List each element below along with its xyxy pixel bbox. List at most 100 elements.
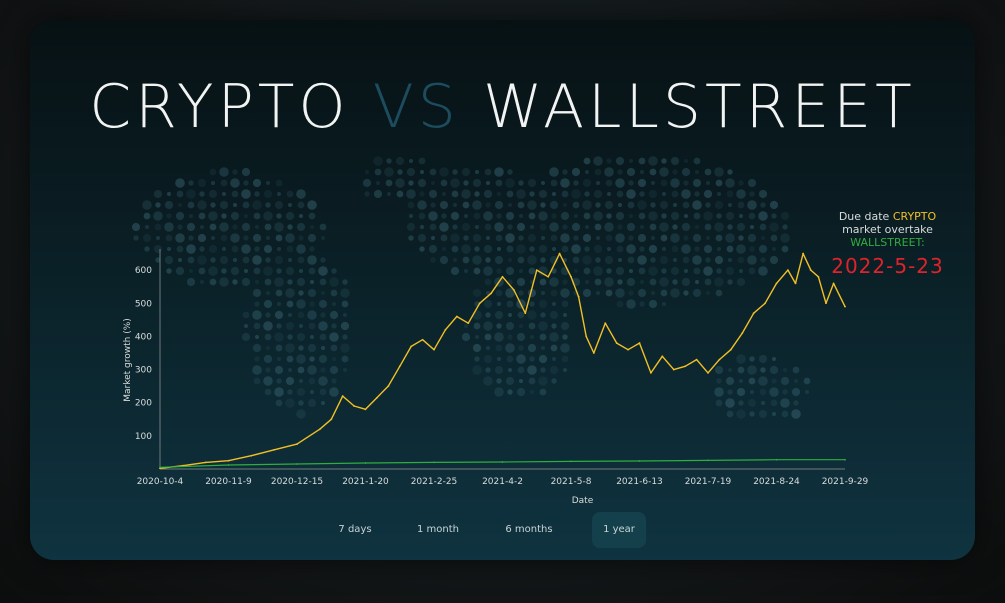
title-crypto: CRYPTO bbox=[89, 72, 350, 142]
map-dot bbox=[208, 211, 218, 221]
crypto-data-point bbox=[825, 302, 827, 305]
map-dot bbox=[364, 191, 370, 197]
crypto-data-point bbox=[787, 269, 789, 272]
due-date-box: Due date CRYPTO market overtake WALLSTRE… bbox=[800, 210, 975, 277]
map-dot bbox=[308, 377, 316, 385]
map-dot bbox=[607, 192, 611, 196]
map-dot bbox=[651, 181, 655, 185]
map-dot bbox=[472, 178, 482, 188]
map-dot bbox=[606, 213, 612, 219]
crypto-data-point bbox=[227, 459, 230, 462]
map-dot bbox=[318, 354, 328, 364]
x-tick-label: 2021-6-13 bbox=[616, 477, 663, 487]
map-dot bbox=[408, 180, 414, 186]
map-dot bbox=[419, 246, 425, 252]
map-dot bbox=[563, 313, 567, 317]
map-dot bbox=[659, 277, 669, 287]
map-dot bbox=[750, 390, 754, 394]
map-dot bbox=[244, 269, 248, 273]
map-dot bbox=[496, 268, 502, 274]
map-dot bbox=[748, 212, 756, 220]
map-dot bbox=[319, 333, 327, 341]
map-dot bbox=[637, 288, 647, 298]
wallstreet-data-point bbox=[844, 458, 846, 461]
map-dot bbox=[594, 223, 602, 231]
map-dot bbox=[274, 387, 284, 397]
map-dot bbox=[285, 343, 295, 353]
map-dot bbox=[417, 233, 427, 243]
map-dot bbox=[307, 288, 317, 298]
map-dot bbox=[714, 200, 724, 210]
crypto-data-point bbox=[844, 305, 846, 308]
range-1-year-button[interactable]: 1 year bbox=[592, 512, 646, 548]
map-dot bbox=[495, 234, 503, 242]
map-dot bbox=[519, 379, 523, 383]
map-dot bbox=[539, 278, 547, 286]
map-dot bbox=[772, 247, 776, 251]
crypto-data-point bbox=[387, 385, 390, 388]
map-dot bbox=[604, 255, 614, 265]
y-tick-label: 600 bbox=[135, 266, 152, 276]
x-tick-label: 2020-11-9 bbox=[205, 477, 252, 487]
map-dot bbox=[343, 368, 347, 372]
map-dot bbox=[307, 310, 317, 320]
map-dot bbox=[242, 256, 250, 264]
map-dot bbox=[637, 178, 647, 188]
map-dot bbox=[241, 167, 251, 177]
wallstreet-data-point bbox=[159, 466, 161, 469]
map-dot bbox=[648, 156, 658, 166]
map-dot bbox=[792, 366, 800, 374]
map-dot bbox=[395, 178, 405, 188]
map-dot bbox=[232, 224, 238, 230]
map-dot bbox=[494, 332, 504, 342]
map-dot bbox=[417, 178, 427, 188]
map-dot bbox=[738, 235, 744, 241]
map-dot bbox=[428, 244, 438, 254]
crypto-data-point bbox=[490, 292, 492, 295]
map-dot bbox=[474, 246, 480, 252]
map-dot bbox=[561, 355, 569, 363]
map-dot bbox=[232, 169, 238, 175]
range-7-days-button[interactable]: 7 days bbox=[320, 512, 390, 548]
map-dot bbox=[714, 365, 724, 375]
map-dot bbox=[208, 266, 218, 276]
map-dot bbox=[232, 279, 238, 285]
range-6-months-button[interactable]: 6 months bbox=[486, 512, 572, 548]
map-dot bbox=[560, 343, 570, 353]
range-1-month-button[interactable]: 1 month bbox=[390, 512, 486, 548]
map-dot bbox=[133, 235, 139, 241]
map-dot bbox=[298, 235, 304, 241]
map-dot bbox=[164, 222, 174, 232]
map-dot bbox=[187, 256, 195, 264]
map-dot bbox=[142, 200, 152, 210]
map-dot bbox=[571, 222, 581, 232]
map-dot bbox=[693, 157, 701, 165]
map-dot bbox=[650, 257, 656, 263]
crypto-data-point bbox=[547, 275, 550, 278]
map-dot bbox=[791, 409, 801, 419]
map-dot bbox=[714, 255, 724, 265]
map-dot bbox=[540, 312, 546, 318]
map-dot bbox=[177, 224, 183, 230]
map-dot bbox=[758, 354, 768, 364]
map-dot bbox=[695, 170, 699, 174]
map-dot bbox=[485, 202, 491, 208]
map-dot bbox=[551, 323, 557, 329]
map-dot bbox=[175, 178, 185, 188]
map-dot bbox=[310, 225, 314, 229]
map-dot bbox=[497, 302, 501, 306]
map-dot bbox=[439, 167, 449, 177]
map-dot bbox=[243, 235, 249, 241]
map-dot bbox=[472, 233, 482, 243]
map-dot bbox=[714, 387, 724, 397]
map-dot bbox=[562, 224, 568, 230]
map-dot bbox=[254, 301, 260, 307]
map-dot bbox=[200, 280, 204, 284]
map-dot bbox=[286, 245, 294, 253]
map-dot bbox=[726, 245, 734, 253]
map-dot bbox=[529, 246, 535, 252]
map-dot bbox=[506, 190, 514, 198]
map-dot bbox=[198, 212, 206, 220]
map-dot bbox=[296, 299, 306, 309]
map-dot bbox=[298, 290, 304, 296]
